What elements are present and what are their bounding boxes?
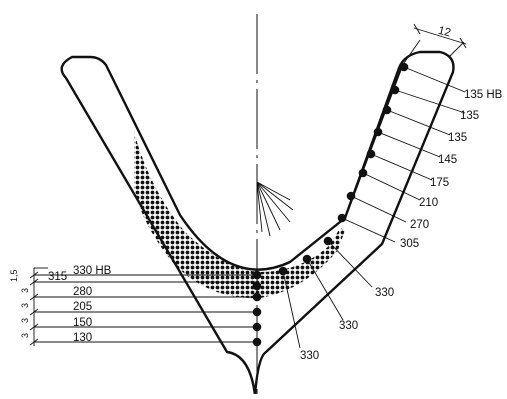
label-left-280: 280 — [73, 286, 92, 298]
label-left-150: 150 — [73, 317, 92, 329]
spacing-1: 1,5 — [9, 269, 19, 282]
spacing-3: 3 — [20, 303, 30, 308]
label-left-205: 205 — [73, 301, 92, 313]
spacing-5: 3 — [20, 333, 30, 338]
left-spacings: 1,5 3 3 3 3 — [9, 269, 30, 338]
part-contour — [60, 50, 455, 397]
spacing-4: 3 — [20, 318, 30, 323]
left-values: 315 330 HB 280 205 150 130 — [48, 265, 112, 344]
label-left-315: 315 — [48, 271, 67, 283]
width-dimension — [401, 23, 467, 67]
hardened-zone — [134, 132, 345, 299]
label-right-6: 210 — [419, 197, 438, 209]
left-leaders — [29, 267, 257, 346]
radial-lines — [256, 181, 294, 237]
label-bottom-3: 330 — [300, 350, 319, 362]
label-right-8: 305 — [400, 238, 419, 250]
label-right-2: 135 — [460, 110, 479, 122]
label-left-330hb: 330 HB — [73, 265, 112, 277]
label-left-130: 130 — [73, 332, 92, 344]
label-right-3: 135 — [448, 132, 467, 144]
label-right-4: 145 — [438, 154, 457, 166]
right-flank — [278, 62, 466, 349]
label-right-5: 175 — [430, 177, 449, 189]
bottom-labels: 330 330 330 — [300, 287, 394, 362]
right-labels: 135 HB 135 135 145 175 210 270 305 — [400, 89, 503, 250]
label-bottom-2: 330 — [339, 320, 358, 332]
part-outline — [60, 50, 455, 397]
spacing-2: 3 — [20, 288, 30, 293]
width-dimension-label: 12 — [437, 25, 452, 40]
label-right-7: 270 — [410, 219, 429, 231]
label-bottom-1: 330 — [375, 287, 394, 299]
label-right-1: 135 HB — [464, 89, 503, 101]
